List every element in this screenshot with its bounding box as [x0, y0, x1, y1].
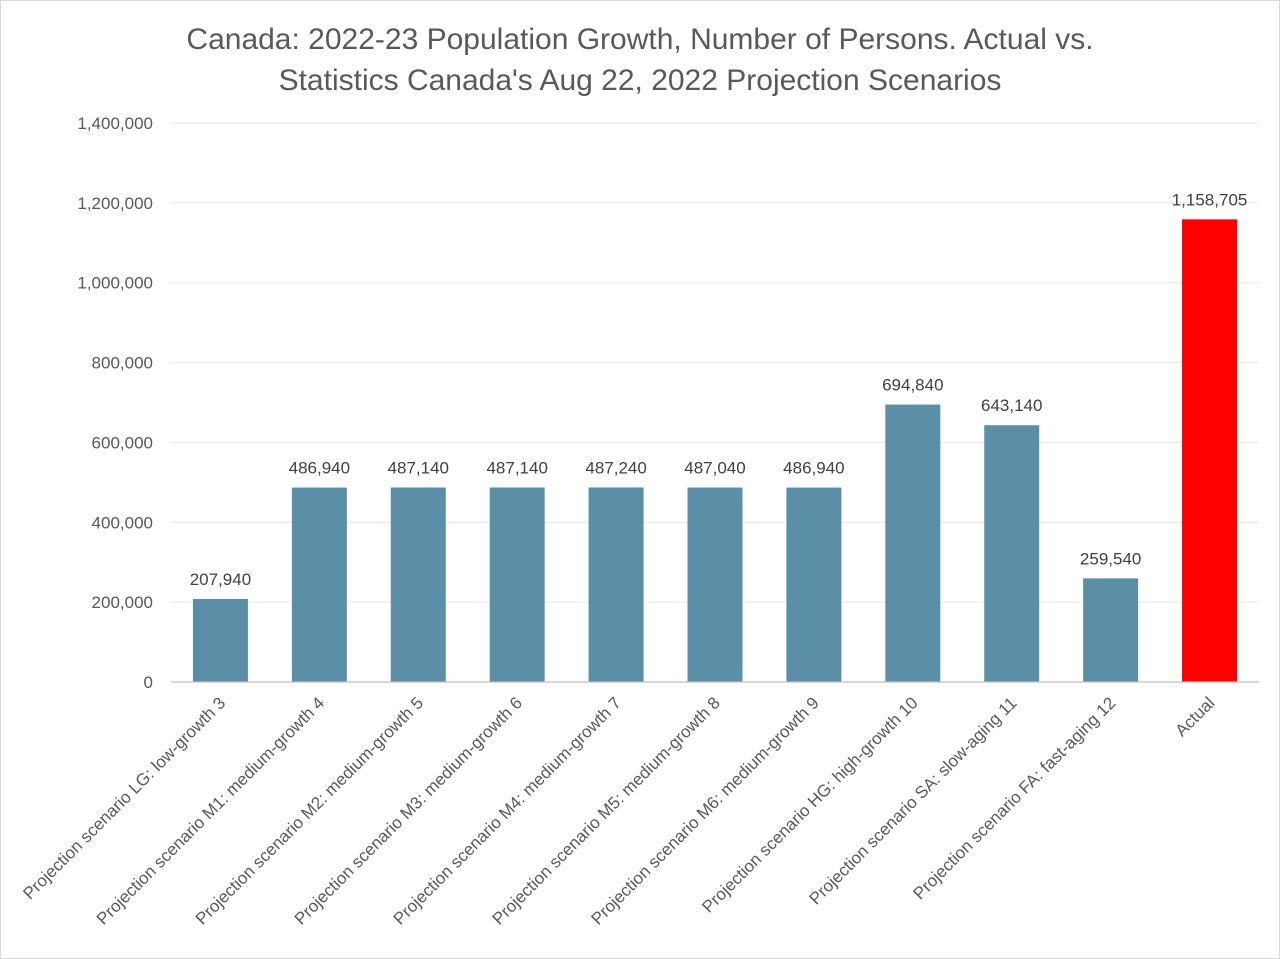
data-label: 643,140 — [981, 396, 1042, 415]
x-category-label: Projection scenario M6: medium-growth 9 — [587, 693, 822, 928]
y-tick-label: 400,000 — [92, 513, 153, 532]
data-label: 1,158,705 — [1172, 190, 1248, 209]
bar-actual — [1182, 219, 1238, 682]
x-category-label: Projection scenario FA: fast-aging 12 — [910, 693, 1120, 903]
x-category-label: Projection scenario LG: low-growth 3 — [19, 693, 229, 903]
data-label: 207,940 — [190, 570, 251, 589]
bar-projection — [192, 598, 248, 682]
data-label: 486,940 — [289, 459, 350, 478]
y-tick-label: 1,400,000 — [77, 114, 153, 133]
x-category-label: Projection scenario SA: slow-aging 11 — [806, 693, 1021, 908]
x-axis-category-labels: Projection scenario LG: low-growth 3Proj… — [19, 693, 1218, 928]
bar-projection — [1083, 578, 1139, 682]
bar-projection — [885, 404, 941, 682]
x-category-label: Projection scenario M5: medium-growth 8 — [489, 693, 724, 928]
data-label: 487,140 — [486, 458, 547, 477]
data-label: 694,840 — [882, 376, 943, 395]
bar-projection — [291, 487, 347, 682]
y-tick-label: 1,200,000 — [77, 194, 153, 213]
y-tick-label: 600,000 — [92, 433, 153, 452]
bar-projection — [489, 487, 545, 682]
y-axis-tick-labels: 0 200,000 400,000 600,000 800,000 1,000,000 1,… — [77, 114, 153, 692]
data-label: 487,240 — [585, 458, 646, 477]
x-category-label: Projection scenario HG: high-growth 10 — [698, 693, 921, 916]
chart-title-line-1: Canada: 2022-23 Population Growth, Numbe… — [186, 23, 1093, 56]
x-category-label: Projection scenario M3: medium-growth 6 — [291, 693, 526, 928]
data-label: 486,940 — [783, 459, 844, 478]
y-tick-label: 200,000 — [92, 593, 153, 612]
x-category-label: Projection scenario M4: medium-growth 7 — [390, 693, 625, 928]
bar-projection — [588, 487, 644, 682]
bar-projection — [687, 487, 743, 682]
data-label: 487,040 — [684, 459, 745, 478]
x-category-label: Projection scenario M2: medium-growth 5 — [192, 693, 427, 928]
data-labels: 207,940 486,940 487,140 487,140 487,240 487,0… — [190, 190, 1248, 589]
bar-projection — [390, 487, 446, 682]
y-tick-label: 0 — [144, 673, 153, 692]
y-tick-label: 800,000 — [92, 354, 153, 373]
y-tick-label: 1,000,000 — [77, 274, 153, 293]
data-label: 259,540 — [1080, 549, 1141, 568]
chart-title-line-2: Statistics Canada's Aug 22, 2022 Project… — [279, 64, 1002, 97]
bar-projection — [984, 425, 1040, 682]
bars — [192, 219, 1238, 682]
chart-title: Canada: 2022-23 Population Growth, Numbe… — [186, 23, 1093, 97]
x-category-label: Actual — [1172, 693, 1219, 740]
gridlines — [171, 122, 1259, 603]
x-category-label: Projection scenario M1: medium-growth 4 — [93, 693, 328, 928]
bar-projection — [786, 487, 842, 682]
data-label: 487,140 — [388, 458, 449, 477]
